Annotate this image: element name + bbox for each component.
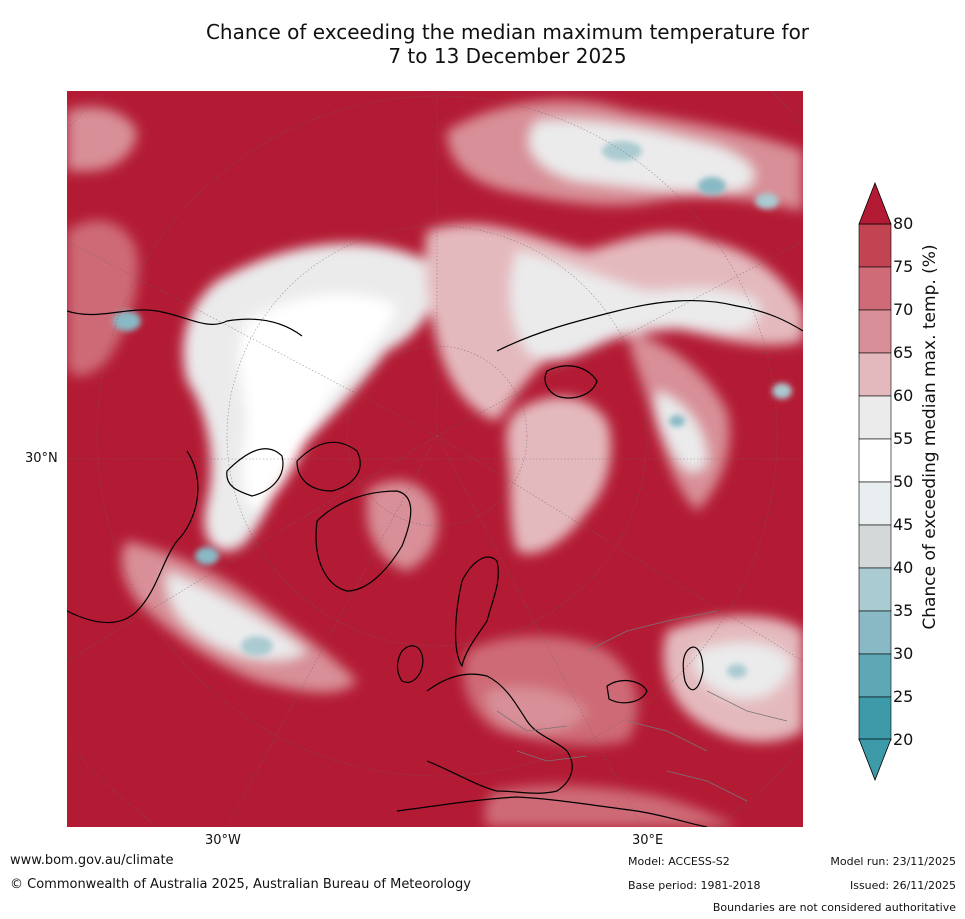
- footer-issued: Issued: 26/11/2025: [849, 879, 956, 892]
- colorbar-swatch: [858, 266, 892, 311]
- colorbar-swatches: [858, 223, 892, 741]
- colorbar-swatch: [858, 438, 892, 483]
- colorbar-swatch: [858, 567, 892, 612]
- colorbar-swatch: [858, 524, 892, 569]
- colorbar-bottom-arrow: [858, 738, 892, 782]
- colorbar-swatch: [858, 653, 892, 698]
- colorbar-tick-label: 60: [893, 386, 914, 405]
- colorbar-swatch: [858, 309, 892, 354]
- colorbar-tick-label: 55: [893, 429, 914, 448]
- colorbar-tick-label: 20: [893, 730, 914, 749]
- footer-model-run: Model run: 23/11/2025: [830, 855, 956, 868]
- colorbar-tick-label: 40: [893, 558, 914, 577]
- colorbar-tick-label: 35: [893, 601, 914, 620]
- colorbar-swatch: [858, 610, 892, 655]
- colorbar-tick-label: 75: [893, 257, 914, 276]
- colorbar-tick-label: 80: [893, 214, 914, 233]
- colorbar-swatch: [858, 352, 892, 397]
- title-line-1: Chance of exceeding the median maximum t…: [205, 20, 810, 44]
- footer-disclaimer: Boundaries are not considered authoritat…: [712, 901, 956, 914]
- colorbar-top-arrow: [858, 182, 892, 225]
- footer-website[interactable]: www.bom.gov.au/climate: [10, 853, 174, 868]
- graticule: [67, 91, 803, 827]
- footer-model: Model: ACCESS-S2: [628, 855, 730, 868]
- borders: [496, 610, 788, 802]
- colorbar: [858, 182, 892, 782]
- probability-map: [67, 91, 803, 827]
- colorbar-tick-label: 25: [893, 687, 914, 706]
- lat-label-30n: 30°N: [25, 451, 58, 466]
- footer-base-period: Base period: 1981-2018: [628, 879, 761, 892]
- lon-label-30w: 30°W: [205, 833, 241, 848]
- colorbar-label-text: Chance of exceeding median max. temp. (%…: [920, 244, 940, 630]
- coastlines: [67, 299, 803, 827]
- footer-copyright: © Commonwealth of Australia 2025, Austra…: [10, 877, 471, 892]
- colorbar-swatch: [858, 223, 892, 268]
- colorbar-tick-label: 70: [893, 300, 914, 319]
- colorbar-tick-label: 45: [893, 515, 914, 534]
- title-line-2: 7 to 13 December 2025: [388, 44, 627, 68]
- colorbar-swatch: [858, 481, 892, 526]
- chart-title: Chance of exceeding the median maximum t…: [60, 20, 955, 68]
- colorbar-swatch: [858, 696, 892, 741]
- colorbar-tick-label: 30: [893, 644, 914, 663]
- colorbar-tick-label: 50: [893, 472, 914, 491]
- colorbar-swatch: [858, 395, 892, 440]
- lon-label-30e: 30°E: [632, 833, 664, 848]
- blue-patches: [113, 141, 792, 678]
- colorbar-tick-label: 65: [893, 343, 914, 362]
